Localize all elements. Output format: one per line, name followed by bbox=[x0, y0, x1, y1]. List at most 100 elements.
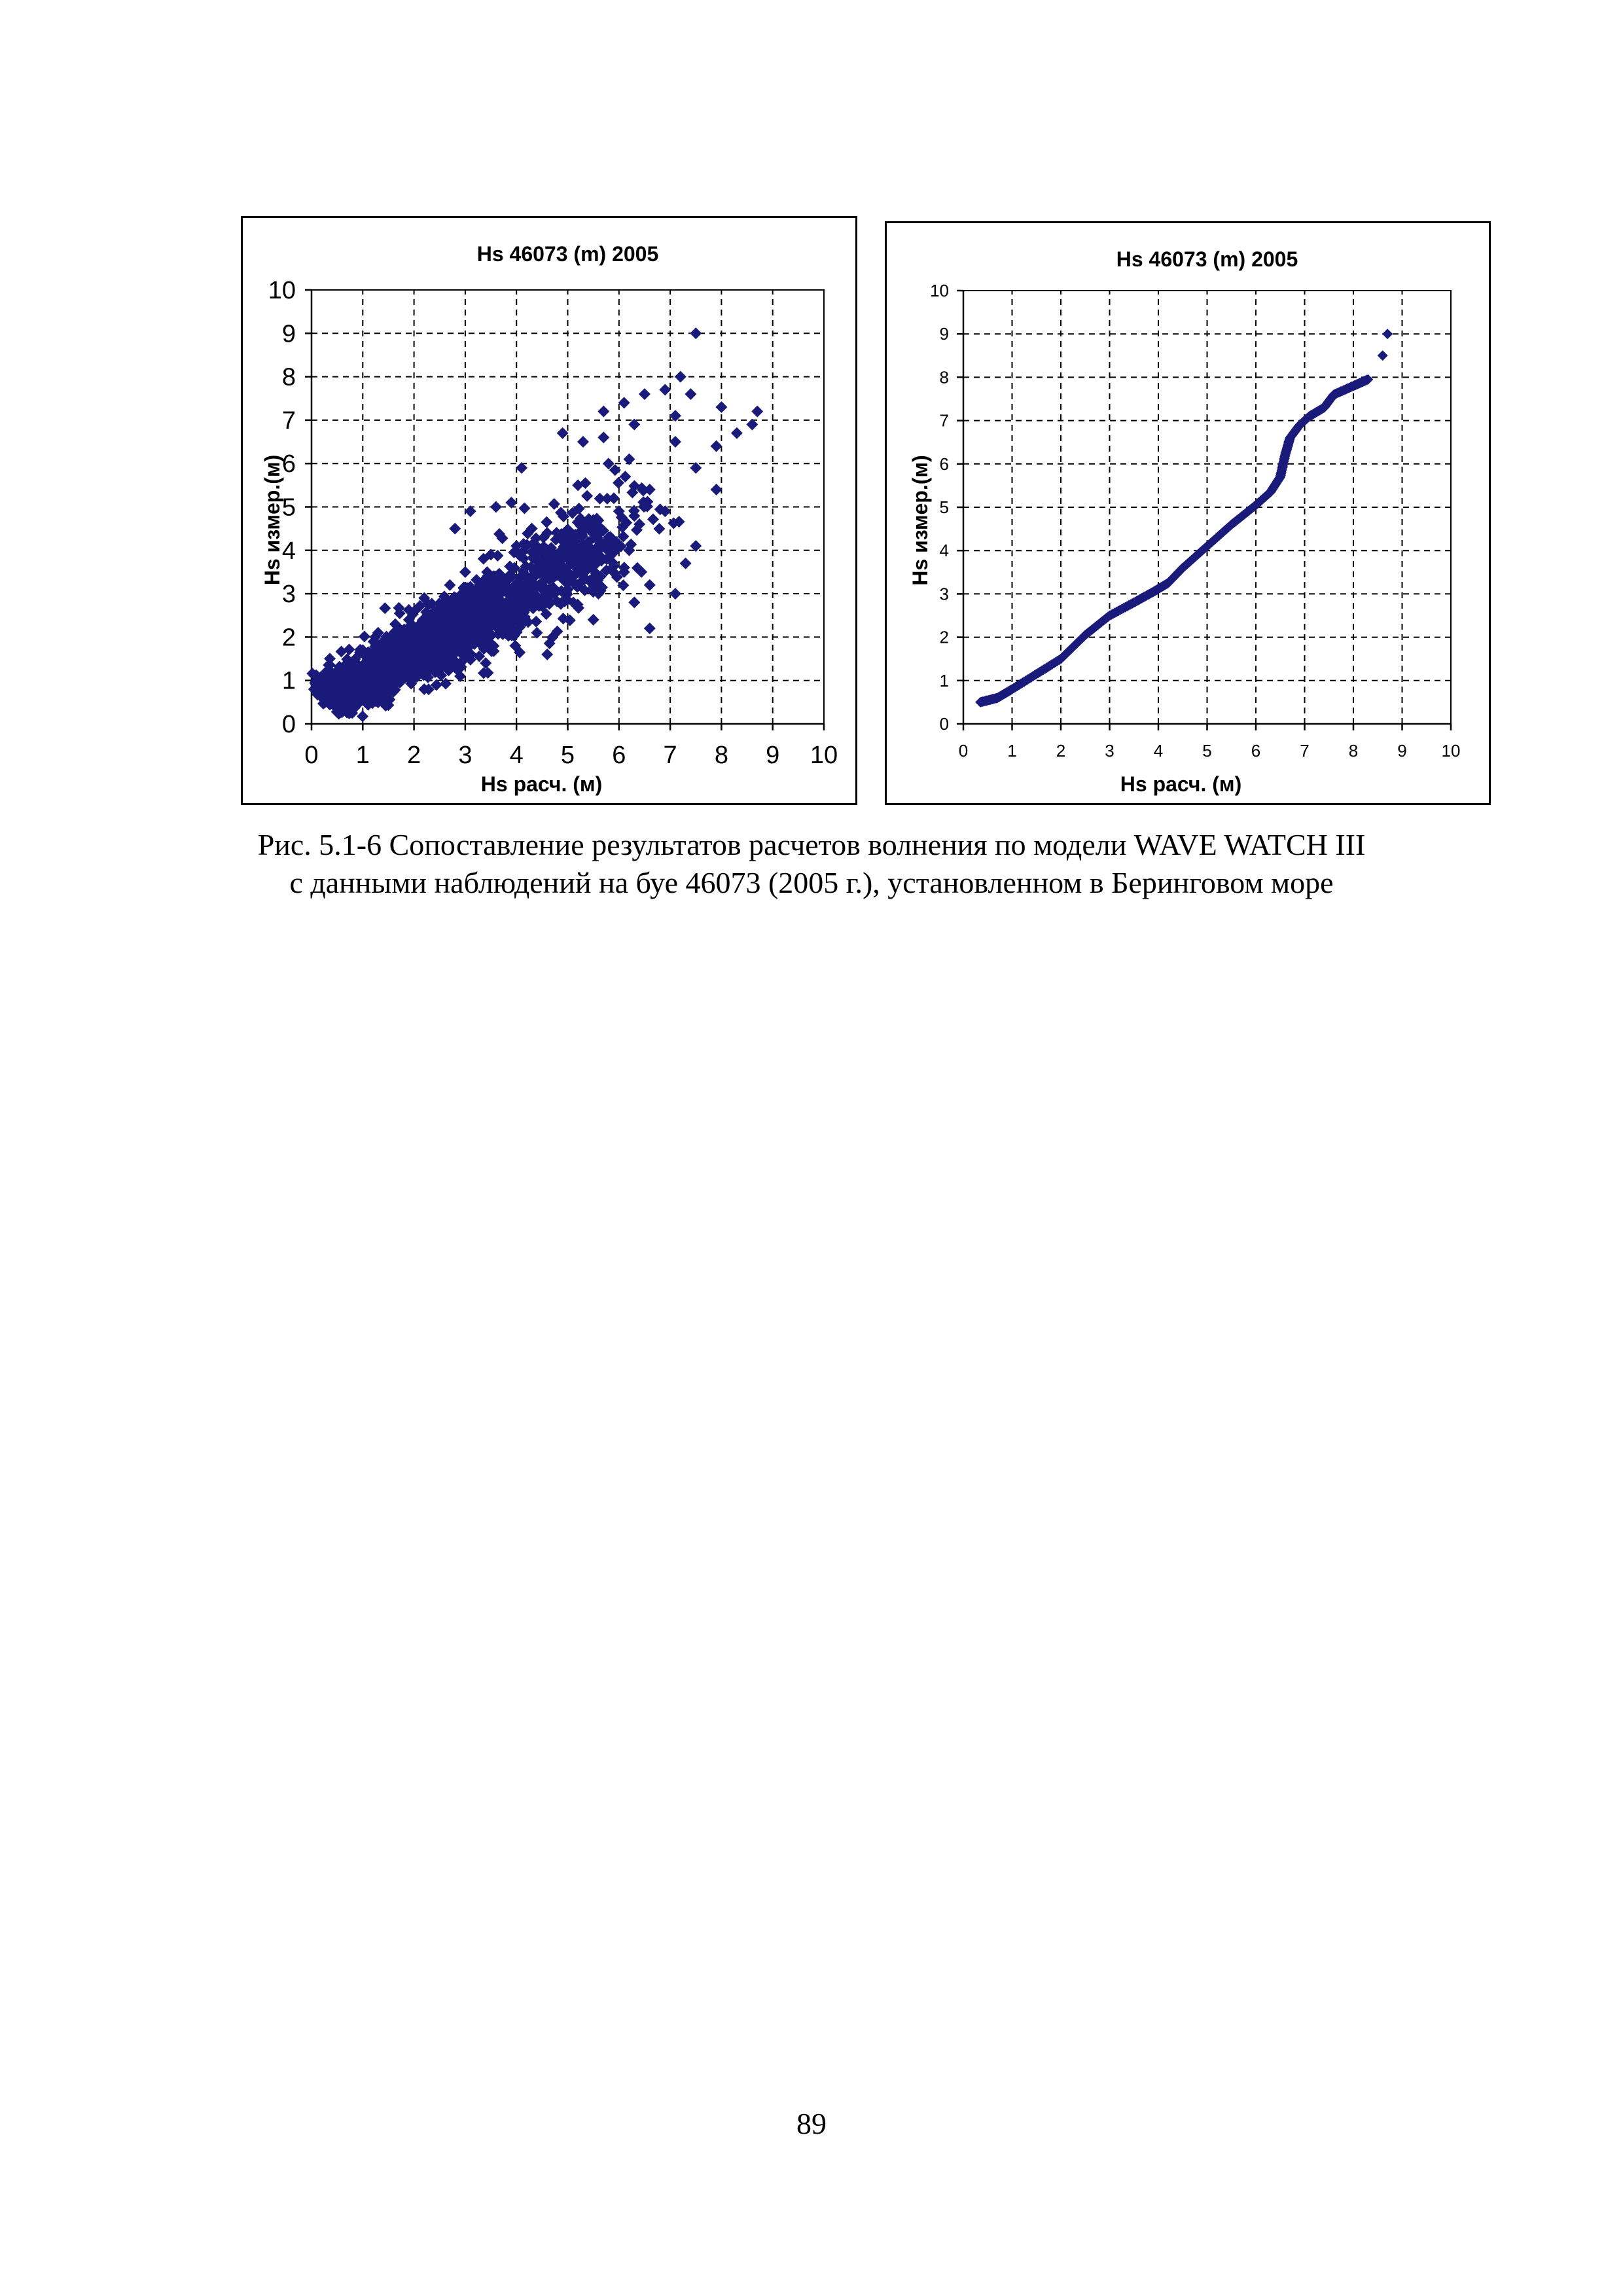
data-point bbox=[600, 564, 613, 577]
data-point bbox=[465, 648, 477, 660]
data-point bbox=[573, 527, 585, 539]
data-markers bbox=[306, 327, 764, 723]
data-point bbox=[628, 480, 641, 492]
data-point bbox=[342, 681, 354, 693]
data-point bbox=[464, 653, 476, 666]
data-point bbox=[474, 605, 487, 617]
data-point bbox=[330, 668, 343, 681]
y-tick-label: 6 bbox=[282, 450, 296, 478]
x-tick-label: 1 bbox=[356, 742, 370, 769]
data-point bbox=[382, 699, 395, 711]
x-tick-label: 0 bbox=[959, 741, 968, 761]
data-point bbox=[464, 639, 476, 652]
data-point bbox=[669, 588, 681, 600]
data-point bbox=[406, 624, 419, 636]
y-tick-label: 1 bbox=[282, 668, 296, 695]
data-point bbox=[514, 550, 526, 562]
data-point bbox=[399, 663, 412, 675]
data-point bbox=[325, 678, 337, 691]
data-point bbox=[412, 659, 425, 672]
data-point bbox=[643, 622, 656, 635]
data-point bbox=[643, 579, 656, 591]
data-point bbox=[353, 683, 365, 696]
y-tick-label: 2 bbox=[282, 624, 296, 651]
data-point bbox=[587, 613, 599, 626]
data-point bbox=[398, 655, 410, 668]
chart-title: Hs 46073 (m) 2005 bbox=[1116, 247, 1298, 271]
data-point bbox=[625, 538, 637, 550]
data-point bbox=[510, 626, 523, 638]
data-point bbox=[508, 630, 520, 642]
x-tick-label: 7 bbox=[664, 742, 677, 769]
data-point bbox=[490, 570, 502, 583]
data-markers bbox=[975, 329, 1393, 708]
data-point bbox=[496, 532, 508, 545]
x-tick-label: 5 bbox=[1202, 741, 1211, 761]
data-point bbox=[332, 695, 344, 708]
data-point bbox=[457, 617, 470, 629]
data-point bbox=[482, 600, 494, 612]
data-point bbox=[365, 674, 378, 687]
x-tick-label: 10 bbox=[1442, 741, 1461, 761]
data-point bbox=[647, 513, 659, 526]
data-point bbox=[653, 522, 666, 535]
data-point bbox=[444, 579, 456, 591]
data-point bbox=[421, 671, 434, 683]
data-point bbox=[522, 616, 534, 628]
data-point bbox=[357, 710, 369, 723]
data-point bbox=[563, 614, 576, 626]
data-point bbox=[504, 560, 516, 573]
data-point bbox=[319, 677, 332, 690]
data-point bbox=[543, 598, 556, 610]
data-point bbox=[638, 388, 651, 401]
y-axis-title: Hs измер.(м) bbox=[260, 455, 284, 585]
data-point bbox=[613, 476, 625, 489]
data-point bbox=[746, 418, 758, 431]
y-tick-label: 9 bbox=[282, 320, 296, 348]
data-point bbox=[478, 643, 490, 655]
data-point bbox=[551, 625, 563, 637]
chart-title: Hs 46073 (m) 2005 bbox=[477, 242, 659, 266]
data-point bbox=[1382, 329, 1393, 340]
data-point bbox=[551, 548, 563, 561]
data-point bbox=[579, 543, 592, 555]
data-point bbox=[1377, 350, 1388, 361]
data-point bbox=[591, 531, 603, 543]
data-point bbox=[548, 497, 560, 510]
data-point bbox=[394, 676, 406, 689]
x-tick-label: 10 bbox=[810, 742, 838, 769]
x-axis-title: Hs расч. (м) bbox=[1120, 772, 1241, 796]
data-point bbox=[593, 578, 605, 590]
figure-caption: Рис. 5.1-6 Сопоставление результатов рас… bbox=[0, 826, 1623, 902]
data-point bbox=[562, 583, 574, 596]
y-tick-label: 6 bbox=[940, 454, 949, 474]
y-tick-label: 3 bbox=[940, 584, 949, 603]
scatter-chart-panel-left: 0 1 2 3 4 5 6 7 8 9 10 0 1 2 3 4 5 6 7 8 9 10 Hs 46073 (m) 200… bbox=[241, 216, 857, 805]
data-point bbox=[571, 559, 584, 571]
data-point bbox=[372, 626, 384, 639]
data-point bbox=[592, 588, 605, 600]
y-tick-label: 7 bbox=[940, 411, 949, 431]
data-point bbox=[435, 669, 448, 681]
data-point bbox=[594, 492, 606, 505]
caption-line-1: Рис. 5.1-6 Сопоставление результатов рас… bbox=[257, 828, 1366, 861]
data-point bbox=[346, 707, 359, 719]
data-point bbox=[710, 440, 722, 452]
data-point bbox=[587, 514, 599, 526]
data-point bbox=[590, 567, 602, 579]
data-point bbox=[501, 620, 514, 632]
data-point bbox=[306, 668, 319, 680]
data-point bbox=[669, 436, 681, 448]
x-tick-label: 9 bbox=[766, 742, 779, 769]
data-point bbox=[514, 646, 526, 658]
scatter-chart-left: 0 1 2 3 4 5 6 7 8 9 10 0 1 2 3 4 5 6 7 8 9 10 Hs 46073 (m) 200… bbox=[260, 242, 838, 796]
data-point bbox=[457, 583, 470, 595]
x-tick-label: 3 bbox=[458, 742, 472, 769]
data-point bbox=[366, 696, 379, 708]
data-point bbox=[604, 550, 616, 562]
x-tick-label: 4 bbox=[510, 742, 524, 769]
y-tick-label: 4 bbox=[282, 537, 296, 565]
data-point bbox=[619, 471, 632, 483]
data-point bbox=[518, 552, 530, 565]
data-point bbox=[513, 617, 526, 629]
